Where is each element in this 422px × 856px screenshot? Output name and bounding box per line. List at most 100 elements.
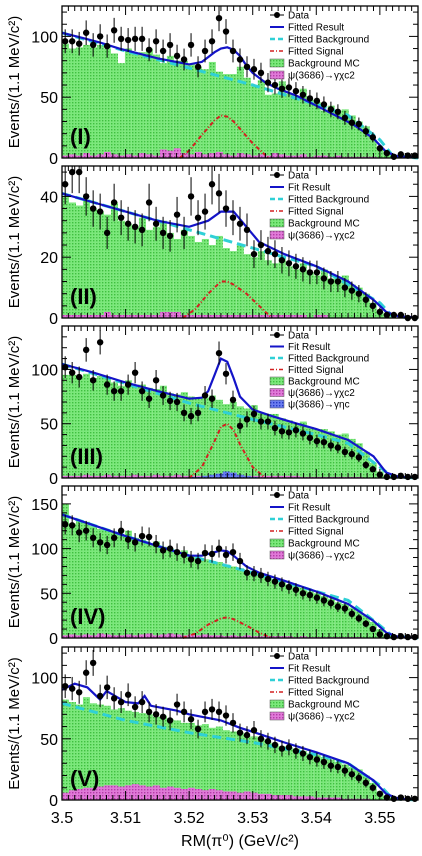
bkg-mc-bar [159,715,167,800]
chic2-mc-bar [194,788,202,800]
legend-label: Fit Result [288,503,330,514]
data-point [152,220,160,227]
y-tick-label: 0 [49,471,58,488]
bkg-mc-bar [68,48,76,159]
data-point [383,149,391,157]
chic2-mc-bar [208,788,216,800]
chic2-mc-bar [138,153,146,158]
chic2-mc-bar [271,153,279,158]
data-point [208,706,216,713]
bkg-mc-bar [89,526,97,638]
bkg-mc-bar [208,727,216,800]
data-point [292,586,300,593]
data-point [306,591,314,599]
bkg-mc-bar [243,77,251,158]
legend-mc3-swatch [269,399,285,409]
panel-label: (IV) [70,604,105,629]
bkg-mc-bar [299,751,307,800]
chic2-mc-bar [62,314,69,318]
legend-label: Fit Result [288,664,330,675]
chic2-mc-bar [271,314,279,318]
bkg-mc-bar [96,704,104,800]
data-point [243,63,251,70]
bkg-mc-bar [369,139,377,158]
data-point [236,422,244,430]
bkg-mc-bar [264,742,272,800]
data-point [243,731,251,739]
bkg-mc-bar [159,546,167,638]
data-point [110,534,118,542]
data-point [110,27,118,34]
data-point [320,758,328,766]
bkg-mc-bar [117,708,125,800]
data-point [89,205,97,212]
bkg-mc-bar [166,232,174,318]
data-point [271,424,279,432]
chic2-mc-bar [131,635,139,638]
y-tick-label: 150 [31,497,58,514]
data-point [187,716,195,723]
bkg-mc-bar [89,378,97,478]
legend-label: Data [288,331,310,342]
bkg-mc-bar [250,405,258,478]
y-axis-label: Events/(1.1 MeV/c²) [6,16,23,149]
chic2-mc-bar [82,787,90,800]
bkg-mc-bar [278,81,286,158]
bkg-mc-bar [117,535,125,638]
bkg-mc-bar [194,725,202,800]
chic2-mc-bar [124,314,132,318]
data-point [292,427,300,434]
bkg-mc-bar [299,88,307,158]
data-point [117,214,125,221]
bkg-mc-bar [75,519,83,638]
data-point [117,387,125,395]
legend-label: ψ(3686)→γχc2 [288,71,355,82]
chic2-mc-bar [194,314,202,318]
bkg-mc-bar [124,710,132,800]
bkg-mc-bar [166,548,174,638]
etac-mc-bar [243,475,251,478]
data-point [355,454,363,461]
chic2-mc-bar [68,154,76,158]
chic2-mc-bar [250,792,258,800]
chic2-mc-bar [75,475,83,478]
bkg-mc-bar [138,384,146,478]
data-point [75,529,83,536]
bkg-mc-bar [292,748,300,800]
chic2-mc-bar [292,314,300,318]
legend-mc-swatch [269,58,285,68]
bkg-mc-bar [264,260,272,318]
chic2-mc-bar [145,633,153,638]
chic2-mc-bar [201,634,209,638]
chic2-mc-bar [180,475,188,478]
bkg-mc-bar [62,43,69,158]
data-point [215,349,223,357]
data-point [152,38,160,45]
bkg-mc-bar [131,54,139,158]
chic2-mc-bar [138,785,146,800]
data-point [299,430,307,437]
chic2-mc-bar [194,151,202,158]
bkg-mc-bar [271,93,279,158]
data-point [201,47,209,55]
data-point [103,684,111,691]
y-tick-label: 100 [31,362,58,379]
panel-label: (V) [70,766,99,791]
bkg-mc-bar [236,732,244,800]
data-point [131,539,139,546]
data-point [341,767,349,774]
bkg-mc-bar [62,699,69,800]
chic2-mc-bar [103,474,111,478]
chic2-mc-bar [271,636,279,638]
chic2-mc-bar [222,636,230,638]
bkg-mc-bar [250,572,258,638]
chic2-mc-bar [194,635,202,638]
bkg-mc-bar [117,220,125,318]
data-point [173,211,181,218]
data-point [369,302,377,310]
bkg-mc-bar [215,235,223,318]
bkg-mc-bar [285,266,293,318]
bkg-mc-bar [355,287,363,318]
bkg-mc-bar [236,245,244,318]
